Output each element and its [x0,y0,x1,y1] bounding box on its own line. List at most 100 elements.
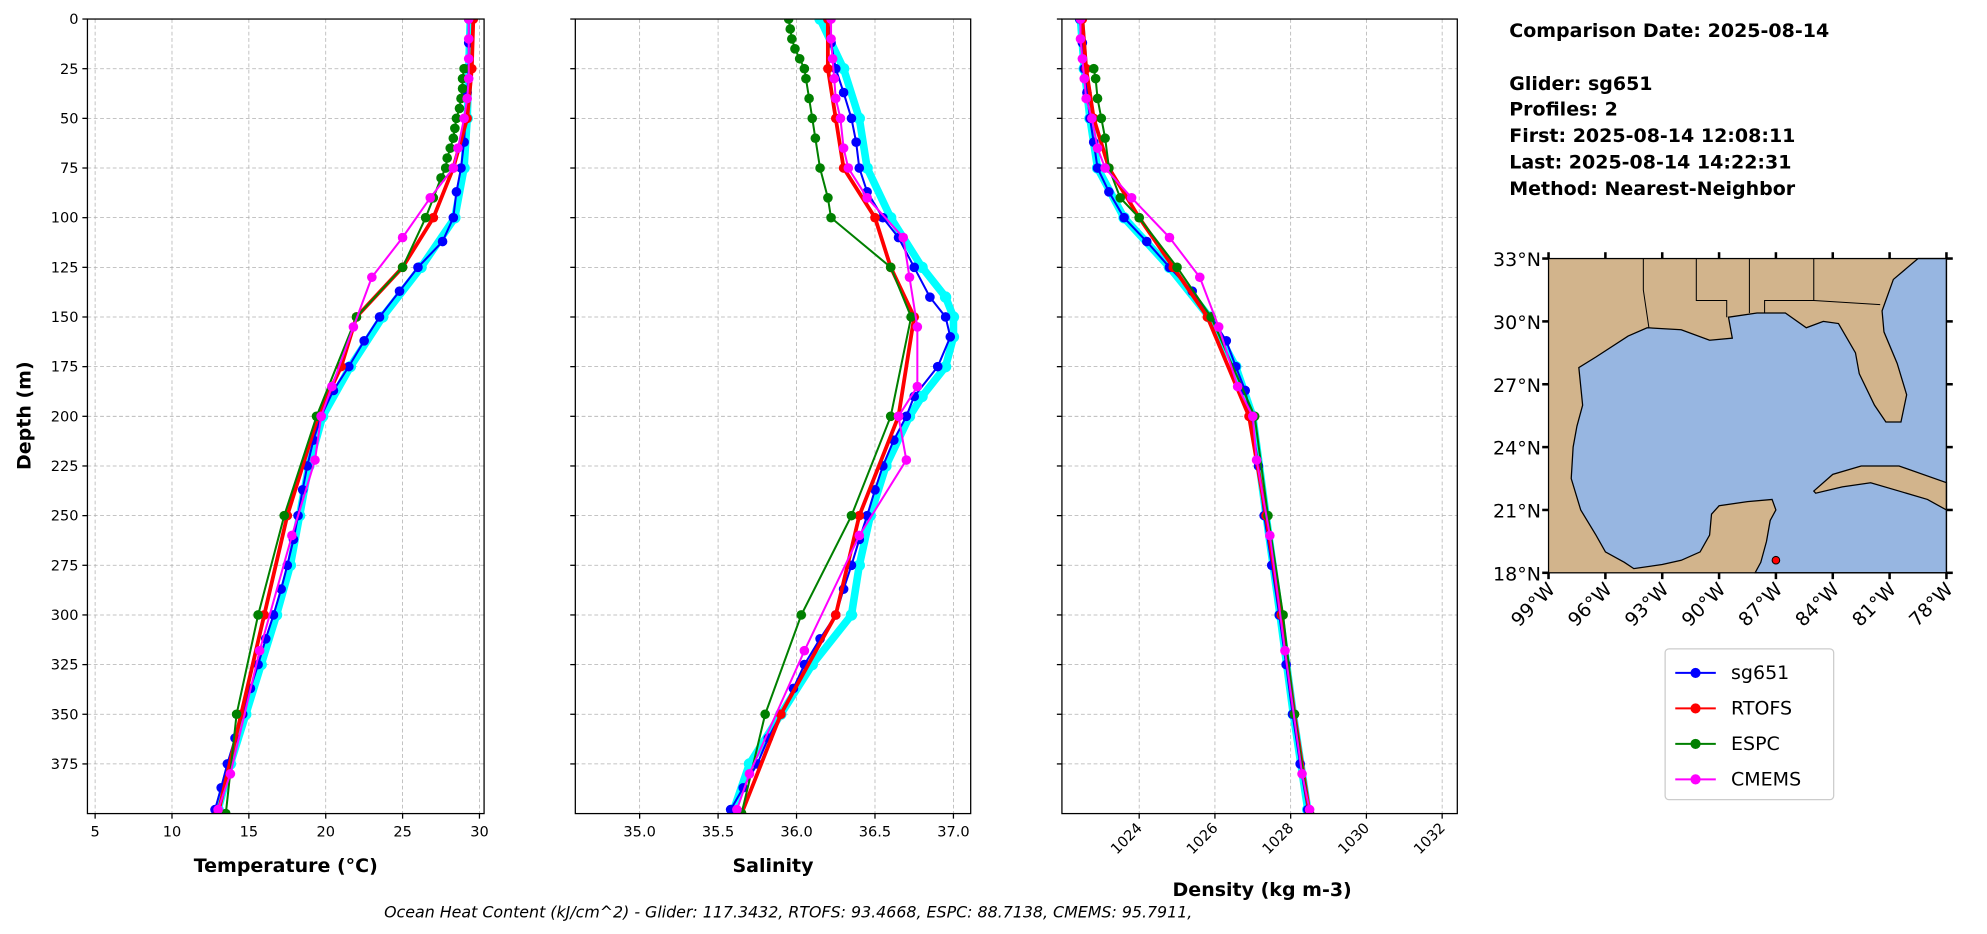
data-point-rtofs [870,212,880,223]
legend-swatch-marker [1690,738,1701,749]
data-point-cmems [425,192,436,203]
data-point-espc [448,133,459,144]
data-point-sg651_profile2 [939,360,952,373]
y-tick-label: 225 [51,458,79,475]
legend-swatch-marker [1690,667,1701,678]
series-line-espc [1092,68,1311,814]
data-point-sg651_profile2 [814,19,826,25]
y-tick-label: 100 [51,210,79,227]
data-point-cmems [912,322,923,332]
data-point-sg651 [945,332,956,342]
x-tick-label: 1032 [1411,820,1449,858]
data-point-cmems [463,73,474,84]
data-point-sg651 [456,163,466,173]
data-point-sg651 [838,87,849,98]
legend-label: RTOFS [1731,698,1792,720]
data-point-sg651 [437,236,448,247]
state-border [1764,258,1815,314]
lat-tick-label: 21°N [1493,501,1541,523]
lon-tick-label: 78°W [1905,578,1958,631]
data-point-espc [1100,133,1110,144]
data-point-cmems [904,272,915,283]
last-time: Last: 2025-08-14 14:22:31 [1509,152,1791,174]
x-tick-label: 30 [470,823,489,840]
data-point-cmems [1280,645,1290,656]
y-tick-label: 300 [51,607,79,624]
lon-tick-label: 81°W [1848,578,1901,631]
data-point-espc [459,63,469,74]
series-line-sg651_profile2 [730,19,958,811]
data-point-cmems [397,232,408,243]
data-point-espc [1088,63,1099,74]
cuba-land [1812,465,1948,512]
data-point-espc [253,610,263,620]
data-point-espc [442,153,452,163]
data-point-cmems [901,455,912,465]
legend-label: ESPC [1731,733,1780,755]
data-point-sg651 [448,212,459,223]
x-axis-label: Salinity [732,855,814,877]
data-point-espc [810,133,821,144]
legend-swatch-marker [1690,703,1701,714]
data-point-sg651 [451,187,462,197]
x-axis-label: Temperature (°C) [194,855,378,877]
data-point-rtofs [823,63,833,74]
data-point-cmems [829,73,840,84]
series-line-espc [224,68,466,814]
data-point-espc [1115,192,1126,203]
data-point-sg651_profile2 [939,291,952,303]
data-point-cmems [1100,163,1110,173]
data-point-espc [445,143,456,153]
x-tick-label: 36.5 [859,823,891,840]
data-point-sg651 [374,312,385,322]
data-point-sg651 [1119,212,1129,223]
data-point-espc [1090,73,1101,84]
data-point-sg651_profile2 [916,261,928,274]
axes-frame [86,18,485,815]
x-axis-label: Density (kg m-3) [1173,879,1352,901]
data-point-espc [906,312,916,322]
data-point-sg651_profile2 [861,162,873,174]
x-tick-label: 25 [393,823,412,840]
data-point-rtofs [776,709,786,720]
profile-count: Profiles: 2 [1509,98,1618,120]
data-point-cmems [744,769,755,779]
x-tick-label: 1028 [1259,820,1297,858]
legend-item-espc: ESPC [1675,733,1780,755]
data-point-espc [804,93,814,104]
x-tick-label: 1024 [1108,820,1146,858]
profile-panels: 0 25 50 75 100 125 150 175 200 225 250 275 300 325 350… [13,11,1458,901]
data-point-espc [457,83,468,94]
data-point-cmems [1126,192,1137,203]
series-line-sg651_profile2 [214,19,475,811]
data-point-cmems [463,53,474,64]
x-tick-label: 5 [90,823,99,840]
legend-label: sg651 [1731,662,1789,684]
data-point-sg651 [878,212,888,223]
data-point-espc [885,262,896,273]
data-point-cmems [453,143,463,153]
y-tick-label: 25 [60,61,79,78]
data-point-cmems [799,645,810,656]
data-point-espc [450,123,460,134]
data-point-sg651 [925,292,935,302]
data-point-cmems [912,381,923,392]
data-point-sg651 [940,312,951,322]
legend-item-sg651: sg651 [1675,662,1789,684]
data-point-cmems [1079,73,1090,84]
data-point-cmems [287,530,297,541]
state-border [1813,299,1881,306]
data-point-espc [440,163,451,173]
data-point-espc [826,212,836,223]
glider-name: Glider: sg651 [1509,73,1652,95]
axes-frame [1061,18,1458,815]
data-point-cmems [830,93,841,104]
data-point-sg651_profile2 [837,62,850,75]
data-point-cmems [448,163,459,173]
y-axis-label: Depth (m) [13,361,35,470]
data-point-sg651_profile2 [845,609,858,621]
method: Method: Nearest-Neighbor [1509,178,1795,200]
data-point-sg651 [854,163,865,173]
y-tick-label: 0 [69,11,78,28]
